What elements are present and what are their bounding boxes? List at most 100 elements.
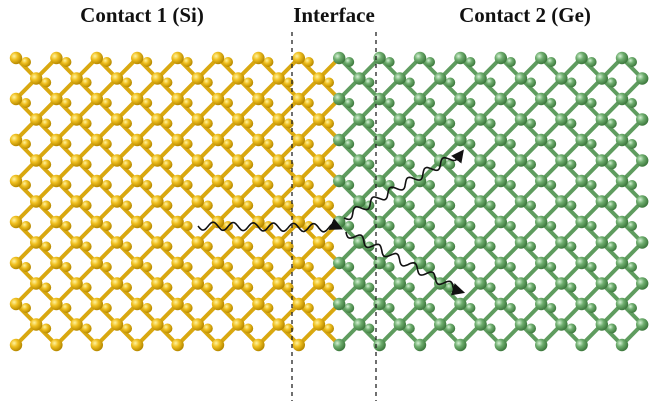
atom xyxy=(283,77,294,88)
atom xyxy=(373,51,386,65)
atom xyxy=(101,57,112,67)
atom xyxy=(606,200,617,211)
atom xyxy=(292,51,305,65)
atom xyxy=(182,139,193,149)
atom xyxy=(312,236,326,249)
atom xyxy=(586,57,597,67)
atom xyxy=(575,174,588,188)
atom xyxy=(546,98,557,108)
atom xyxy=(171,256,184,270)
atom xyxy=(312,113,326,126)
atom xyxy=(333,133,346,147)
atom xyxy=(413,174,427,188)
atom xyxy=(272,277,285,290)
atom xyxy=(182,57,193,67)
atom xyxy=(151,154,164,167)
atom xyxy=(252,338,265,352)
atom xyxy=(615,92,629,106)
atom xyxy=(434,195,447,208)
atom xyxy=(202,200,213,211)
atom xyxy=(50,338,63,352)
atom xyxy=(303,57,314,67)
atom xyxy=(595,277,608,290)
atom xyxy=(546,262,557,272)
atom xyxy=(535,297,548,311)
atom xyxy=(81,77,92,88)
atom xyxy=(252,297,265,311)
atom xyxy=(81,241,92,252)
atom xyxy=(61,98,72,108)
atom xyxy=(303,262,314,272)
atom xyxy=(81,118,92,129)
atom xyxy=(171,92,184,106)
atom xyxy=(404,200,415,211)
atom xyxy=(465,221,476,231)
atom xyxy=(434,113,447,126)
atom xyxy=(283,159,294,170)
atom xyxy=(505,98,516,108)
atom xyxy=(110,277,124,290)
atom xyxy=(586,98,597,108)
atom xyxy=(485,77,496,88)
atom xyxy=(445,323,456,334)
atom xyxy=(505,262,516,272)
atom xyxy=(232,277,245,290)
atom xyxy=(595,72,608,85)
atom xyxy=(333,51,346,65)
atom xyxy=(413,215,427,229)
wave-arrow xyxy=(343,149,464,221)
atom xyxy=(303,303,314,313)
atom xyxy=(110,154,124,167)
atom xyxy=(21,98,31,108)
atom xyxy=(373,133,386,147)
atom xyxy=(81,159,92,170)
atom xyxy=(191,113,204,126)
atom xyxy=(485,200,496,211)
atom xyxy=(283,282,294,293)
atom xyxy=(9,215,23,229)
atom xyxy=(413,297,427,311)
atom xyxy=(90,51,104,65)
atom xyxy=(494,51,507,65)
atom xyxy=(223,139,233,149)
atom xyxy=(546,180,557,190)
atom xyxy=(353,154,366,167)
atom xyxy=(122,200,132,211)
atom xyxy=(627,221,637,231)
atom xyxy=(494,297,507,311)
atom xyxy=(526,118,536,129)
atom xyxy=(606,118,617,129)
atom xyxy=(312,154,326,167)
atom xyxy=(485,241,496,252)
atom xyxy=(575,133,588,147)
atom xyxy=(606,323,617,334)
atom xyxy=(90,215,104,229)
atom xyxy=(373,297,386,311)
atom xyxy=(142,221,153,231)
atom xyxy=(404,282,415,293)
atom xyxy=(202,323,213,334)
atom xyxy=(333,92,346,106)
atom xyxy=(202,159,213,170)
atom xyxy=(535,133,548,147)
atom xyxy=(162,200,173,211)
atom xyxy=(263,139,274,149)
atom xyxy=(243,241,254,252)
atom xyxy=(364,118,375,129)
atom xyxy=(353,113,366,126)
atom xyxy=(595,195,608,208)
atom xyxy=(333,338,346,352)
atom xyxy=(292,174,305,188)
atom xyxy=(606,77,617,88)
atom xyxy=(627,303,637,313)
atom xyxy=(413,133,427,147)
atom xyxy=(465,139,476,149)
atom xyxy=(110,195,124,208)
atom xyxy=(50,174,63,188)
atom xyxy=(465,57,476,67)
atom xyxy=(606,241,617,252)
atom xyxy=(324,159,334,170)
atom xyxy=(101,98,112,108)
atom xyxy=(232,236,245,249)
atom xyxy=(61,139,72,149)
